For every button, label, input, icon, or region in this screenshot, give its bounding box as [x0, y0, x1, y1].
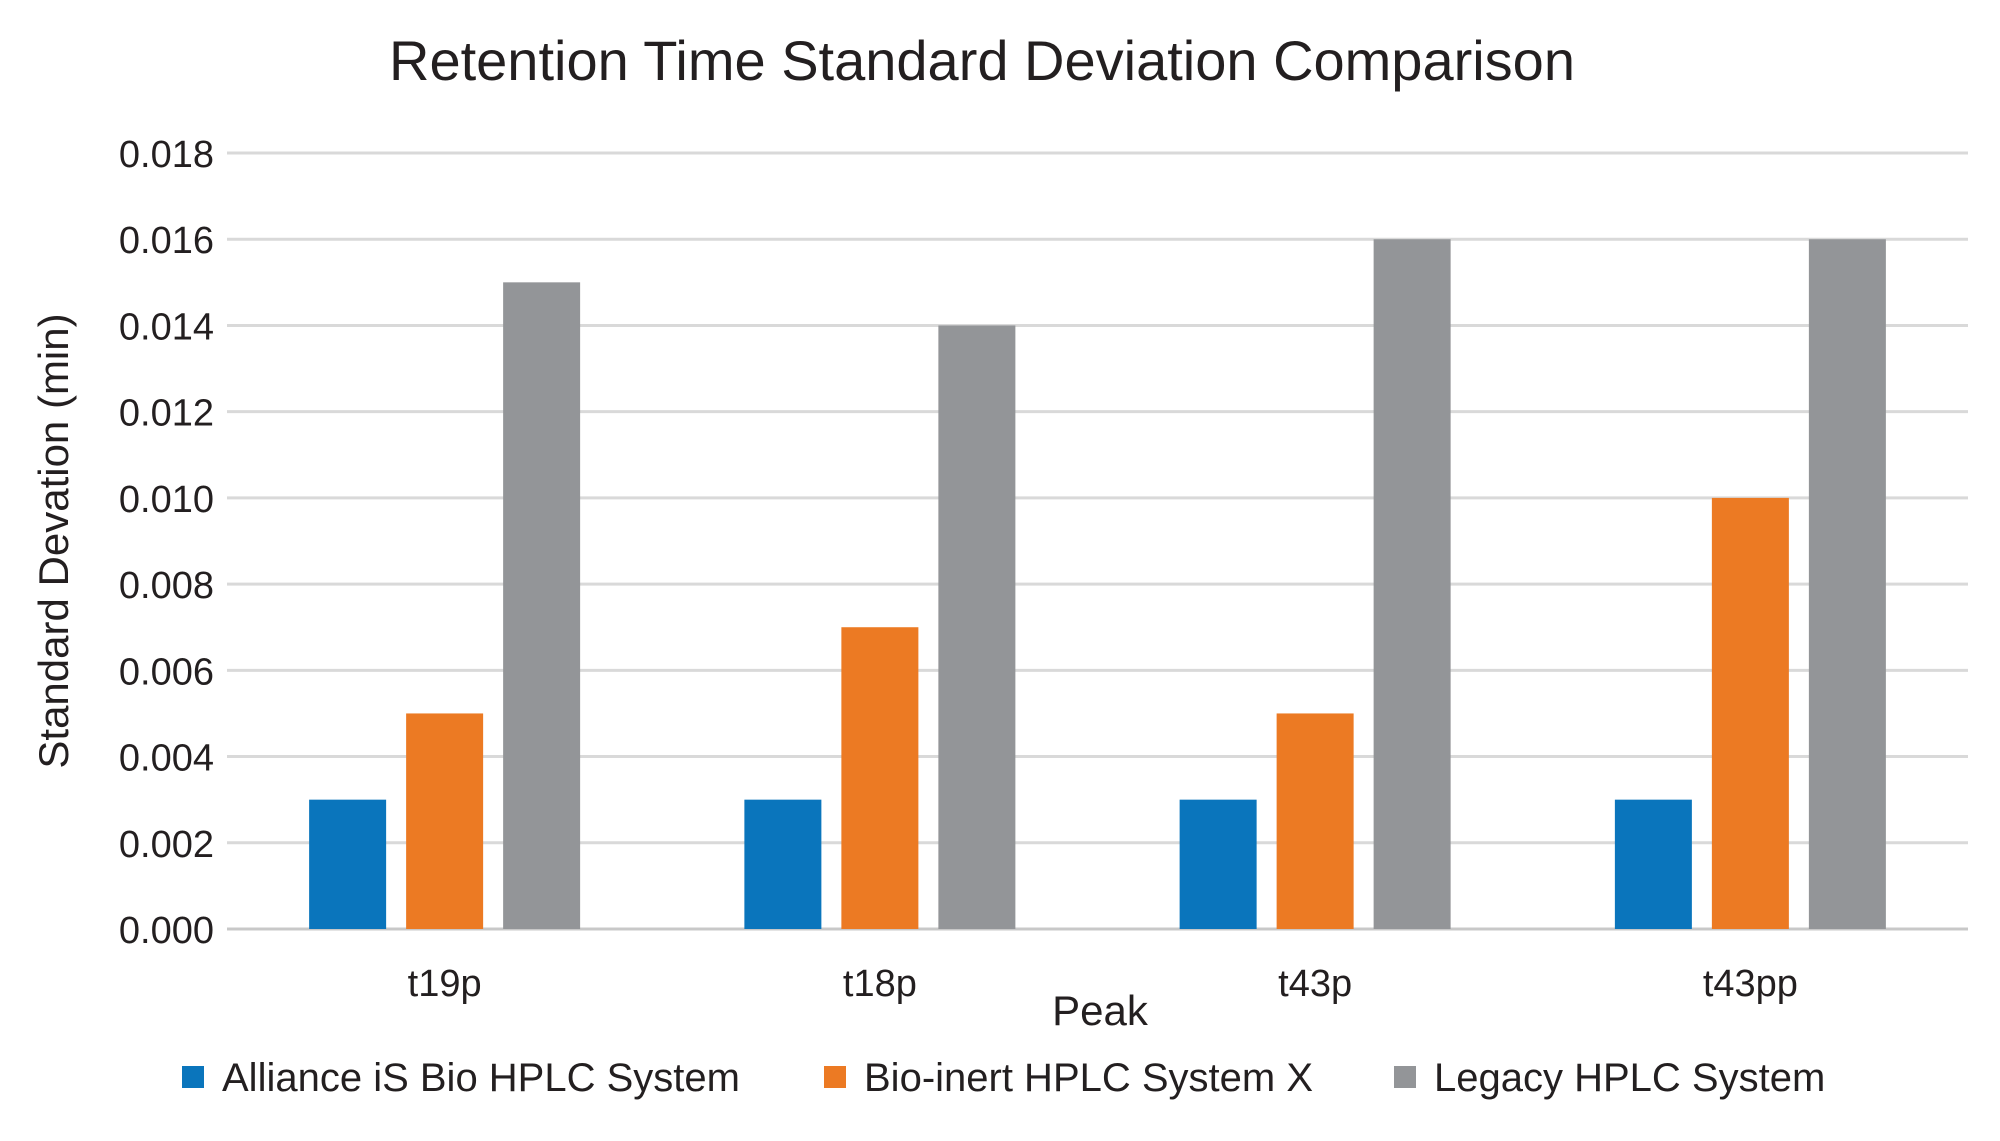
legend-swatch — [824, 1066, 846, 1088]
legend: Alliance iS Bio HPLC System Bio-inert HPL… — [182, 1056, 1825, 1100]
legend-label: Bio-inert HPLC System X — [864, 1056, 1313, 1100]
bar-t19p-3 — [503, 282, 581, 929]
y-tick-labels: 0.000 0.002 0.004 0.006 0.008 0.010 0.012 0.014… — [119, 134, 214, 952]
bar-t18p-3 — [938, 325, 1016, 929]
bar-t18p-2 — [841, 627, 919, 929]
chart-title: Retention Time Standard Deviation Compar… — [389, 29, 1575, 92]
bar-t43pp-2 — [1711, 497, 1789, 929]
bar-t19p-1 — [309, 799, 387, 929]
bar-t43pp-3 — [1808, 239, 1886, 929]
y-tick-label: 0.000 — [119, 910, 214, 952]
legend-item: Alliance iS Bio HPLC System — [182, 1056, 740, 1100]
y-tick-label: 0.018 — [119, 134, 214, 176]
bar-t43p-1 — [1179, 799, 1257, 929]
legend-label: Legacy HPLC System — [1434, 1056, 1825, 1100]
bar-t43p-2 — [1276, 713, 1354, 929]
legend-item: Legacy HPLC System — [1394, 1056, 1825, 1100]
x-tick-labels: t19p t18p t43p t43pp — [408, 963, 1798, 1005]
bar-t43pp-1 — [1614, 799, 1692, 929]
x-axis-label: Peak — [1052, 987, 1149, 1034]
bars — [309, 239, 1886, 929]
x-tick-label: t18p — [843, 963, 917, 1005]
bar-t43p-3 — [1373, 239, 1451, 929]
legend-label: Alliance iS Bio HPLC System — [222, 1056, 740, 1100]
y-tick-label: 0.012 — [119, 393, 214, 435]
y-tick-label: 0.016 — [119, 220, 214, 262]
y-tick-label: 0.002 — [119, 824, 214, 866]
y-axis-label: Standard Devation (min) — [30, 313, 77, 768]
gridlines — [227, 151, 1968, 931]
bar-t18p-1 — [744, 799, 822, 929]
x-tick-label: t43pp — [1703, 963, 1798, 1005]
legend-swatch — [182, 1066, 204, 1088]
x-tick-label: t43p — [1278, 963, 1352, 1005]
x-tick-label: t19p — [408, 963, 482, 1005]
bar-t19p-2 — [406, 713, 484, 929]
legend-item: Bio-inert HPLC System X — [824, 1056, 1313, 1100]
legend-swatch — [1394, 1066, 1416, 1088]
y-tick-label: 0.006 — [119, 651, 214, 693]
y-tick-label: 0.010 — [119, 479, 214, 521]
y-tick-label: 0.008 — [119, 565, 214, 607]
y-tick-label: 0.004 — [119, 738, 214, 780]
y-tick-label: 0.014 — [119, 306, 214, 348]
